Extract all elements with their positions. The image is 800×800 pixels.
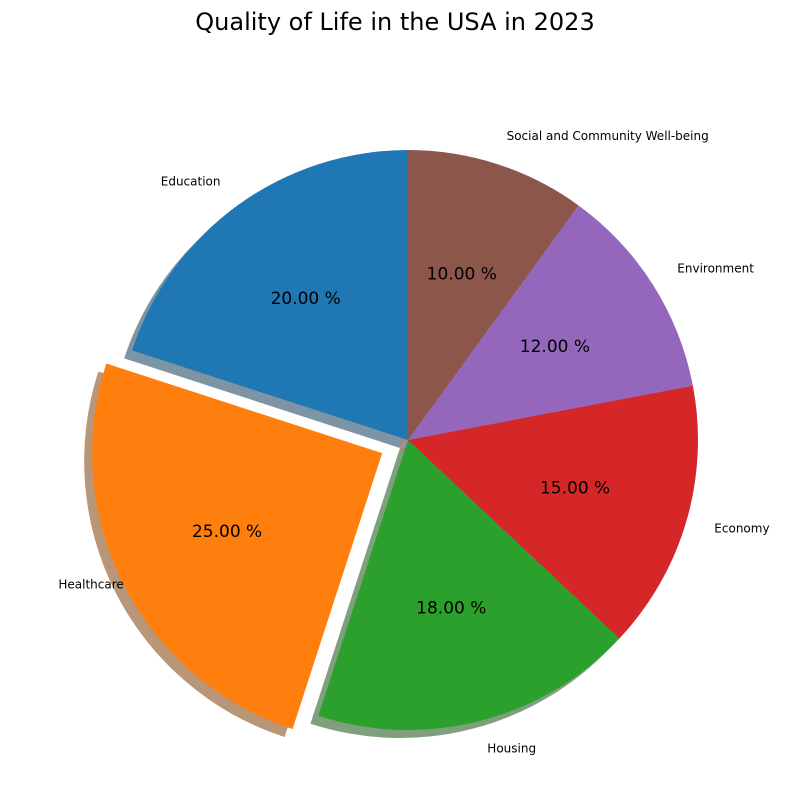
pct-housing: 18.00 % bbox=[416, 599, 486, 619]
pct-environment: 12.00 % bbox=[520, 337, 590, 357]
label-housing: Housing bbox=[487, 742, 536, 756]
label-layer: Education 20.00 % Healthcare 25.00 % Housing… bbox=[58, 129, 769, 755]
slice-environment bbox=[408, 205, 693, 440]
label-education: Education bbox=[161, 174, 221, 188]
pct-social-and-community-well-being: 10.00 % bbox=[427, 265, 497, 285]
pct-healthcare: 25.00 % bbox=[192, 522, 262, 542]
pct-education: 20.00 % bbox=[271, 289, 341, 309]
slice-economy bbox=[408, 385, 698, 639]
label-economy: Economy bbox=[714, 522, 769, 536]
slice-housing bbox=[318, 440, 620, 731]
slice-healthcare bbox=[92, 363, 383, 729]
slice-education bbox=[132, 150, 408, 440]
label-social-and-community-well-being: Social and Community Well-being bbox=[507, 129, 709, 143]
slice-layer bbox=[92, 150, 698, 731]
pct-economy: 15.00 % bbox=[540, 479, 610, 499]
label-environment: Environment bbox=[677, 262, 754, 276]
label-healthcare: Healthcare bbox=[58, 577, 123, 591]
chart-title: Quality of Life in the USA in 2023 bbox=[195, 8, 595, 36]
slice-social-and-community-well-being bbox=[408, 150, 579, 440]
